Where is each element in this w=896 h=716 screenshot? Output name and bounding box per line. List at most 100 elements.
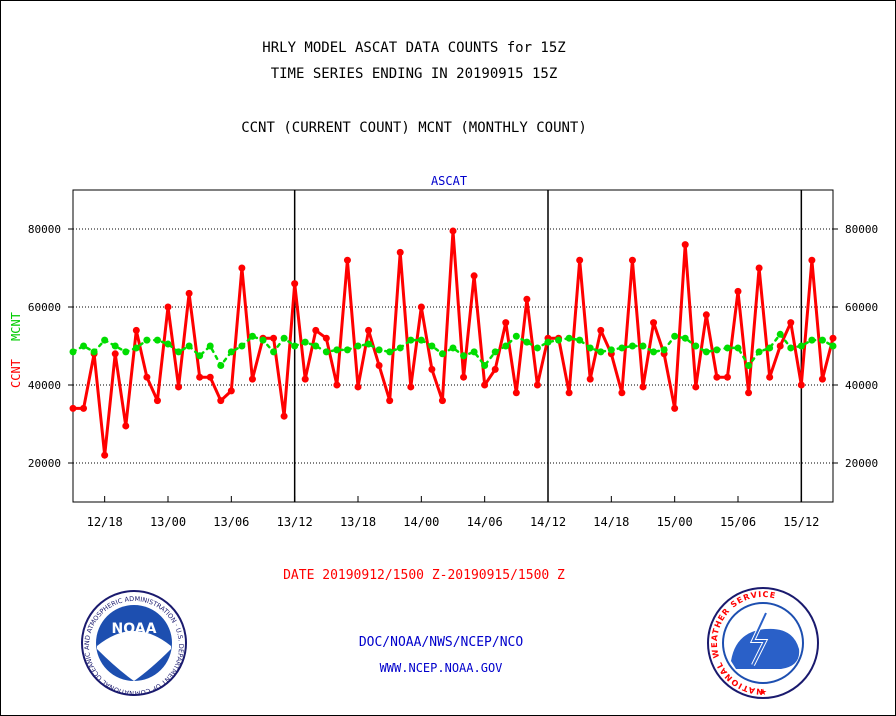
org-line: DOC/NOAA/NWS/NCEP/NCO: [359, 635, 524, 650]
ccnt-point: [671, 404, 679, 412]
chart-title: HRLY MODEL ASCAT DATA COUNTS for 15Z: [262, 40, 565, 56]
mcnt-point: [449, 344, 457, 352]
y-tick-label-right: 80000: [845, 223, 878, 236]
ccnt-point: [723, 373, 731, 381]
ccnt-point: [101, 451, 109, 459]
plot-area: 20000 20000 40000 40000 60000 60000 80000 80000…: [28, 189, 878, 529]
url-line: WWW.NCEP.NOAA.GOV: [380, 661, 503, 675]
ccnt-point: [481, 381, 489, 389]
mcnt-point: [90, 348, 98, 356]
ccnt-point: [523, 295, 531, 303]
y-label-ccnt: CCNT: [9, 359, 23, 388]
mcnt-point: [238, 342, 246, 350]
y-axis-ticks: 20000 20000 40000 40000 60000 60000 80000 80000: [28, 223, 878, 470]
mcnt-point: [396, 344, 404, 352]
ccnt-point: [460, 373, 468, 381]
ccnt-point: [597, 326, 605, 334]
ccnt-point: [143, 373, 151, 381]
mcnt-point: [723, 344, 731, 352]
mcnt-point: [470, 348, 478, 356]
mcnt-point: [143, 336, 151, 344]
mcnt-point: [702, 348, 710, 356]
ccnt-point: [153, 397, 161, 405]
y-label-mcnt: MCNT: [9, 312, 23, 341]
mcnt-point: [354, 342, 362, 350]
mcnt-point: [491, 348, 499, 356]
ccnt-point: [512, 389, 520, 397]
ccnt-point: [681, 241, 689, 249]
y-tick-label-right: 60000: [845, 301, 878, 314]
series-description: CCNT (CURRENT COUNT) MCNT (MONTHLY COUNT…: [241, 120, 587, 136]
mcnt-point: [153, 336, 161, 344]
ccnt-point: [734, 287, 742, 295]
ccnt-point: [312, 326, 320, 334]
ccnt-point: [797, 381, 805, 389]
mcnt-point: [692, 342, 700, 350]
mcnt-point: [618, 344, 626, 352]
mcnt-point: [175, 348, 183, 356]
mcnt-point: [787, 344, 795, 352]
mcnt-point: [544, 338, 552, 346]
ccnt-point: [164, 303, 172, 311]
x-tick-label: 13/12: [277, 515, 313, 529]
ccnt-point: [818, 375, 826, 383]
mcnt-point: [196, 352, 204, 360]
x-tick-label: 13/18: [340, 515, 376, 529]
ccnt-point: [333, 381, 341, 389]
x-tick-label: 13/00: [150, 515, 186, 529]
mcnt-point: [481, 362, 489, 369]
mcnt-point: [217, 362, 225, 369]
mcnt-point: [322, 348, 330, 356]
mcnt-point: [280, 334, 288, 342]
x-tick-label: 15/00: [657, 515, 693, 529]
mcnt-point: [576, 336, 584, 344]
ccnt-point: [428, 365, 436, 373]
mcnt-point: [417, 336, 425, 344]
ccnt-point: [628, 256, 636, 264]
ccnt-point: [386, 397, 394, 405]
mcnt-point: [312, 342, 320, 350]
ccnt-point: [238, 264, 246, 272]
ccnt-point: [270, 334, 278, 342]
mcnt-point: [80, 342, 88, 350]
mcnt-point: [713, 346, 721, 354]
ccnt-point: [80, 404, 88, 412]
mcnt-point: [512, 332, 520, 340]
ccnt-point: [491, 365, 499, 373]
mcnt-point: [797, 342, 805, 350]
mcnt-point: [671, 332, 679, 340]
nws-star-icon: ★: [759, 688, 767, 698]
ccnt-point: [639, 383, 647, 391]
ccnt-point: [776, 342, 784, 350]
series-mcnt: [69, 330, 837, 369]
ccnt-point: [365, 326, 373, 334]
ccnt-point: [354, 383, 362, 391]
ccnt-point: [417, 303, 425, 311]
date-range: DATE 20190912/1500 Z-20190915/1500 Z: [283, 568, 565, 583]
mcnt-point: [755, 348, 763, 356]
mcnt-point: [818, 336, 826, 344]
chart-subtitle: TIME SERIES ENDING IN 20190915 15Z: [271, 66, 558, 82]
mcnt-point: [259, 336, 267, 344]
ccnt-point: [438, 397, 446, 405]
ccnt-point: [502, 319, 510, 327]
x-axis-ticks: 12/18 13/00 13/06 13/12 13/18 14/00 14/06 14/12…: [87, 496, 819, 529]
ccnt-point: [576, 256, 584, 264]
mcnt-point: [628, 342, 636, 350]
x-tick-label: 14/12: [530, 515, 566, 529]
ccnt-point: [322, 334, 330, 342]
mcnt-point: [375, 346, 383, 354]
plot-label-ascat: ASCAT: [431, 174, 467, 188]
ccnt-point: [692, 383, 700, 391]
mcnt-point: [343, 346, 351, 354]
y-axis-label: CCNT MCNT: [9, 312, 23, 388]
ccnt-point: [650, 319, 658, 327]
noaa-logo-text: NOAA: [112, 621, 157, 637]
ccnt-point: [185, 289, 193, 297]
ccnt-point: [196, 373, 204, 381]
ccnt-point: [713, 373, 721, 381]
ccnt-point: [69, 404, 77, 412]
mcnt-point: [386, 348, 394, 356]
mcnt-point: [586, 344, 594, 352]
